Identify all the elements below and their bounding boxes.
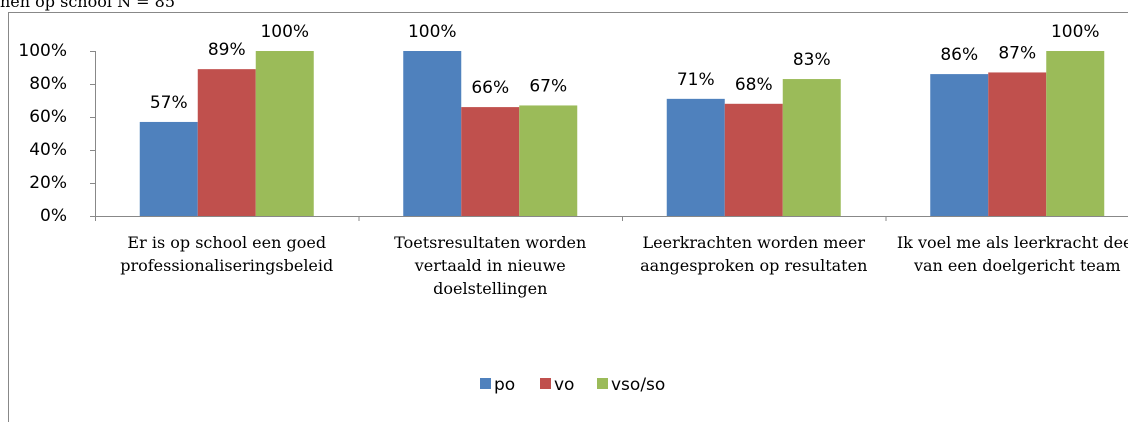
chart-title: nen op school N = 85	[0, 0, 176, 11]
bar	[197, 69, 256, 217]
x-tick-label: Er is op school een goed professionalise…	[120, 233, 334, 275]
value-label: 68%	[735, 75, 773, 95]
legend-label: vo	[554, 375, 574, 395]
legend-swatch	[480, 378, 491, 389]
value-label: 83%	[793, 50, 831, 70]
bar	[724, 103, 783, 216]
value-label: 67%	[529, 76, 567, 96]
y-tick-label: 100%	[18, 41, 67, 61]
value-label: 87%	[998, 43, 1036, 63]
legend-swatch	[540, 378, 551, 389]
bar	[519, 105, 578, 216]
bar	[1046, 51, 1105, 216]
legend-swatch	[597, 378, 608, 389]
y-tick-label: 60%	[29, 107, 67, 127]
bar	[782, 79, 841, 216]
value-label: 100%	[1051, 22, 1100, 42]
x-tick-label: Toetsresultaten worden vertaald in nieuw…	[394, 233, 587, 298]
value-label: 66%	[471, 78, 509, 98]
x-tick-label: Ik voel me als leerkracht deel van een d…	[896, 233, 1128, 275]
value-label: 100%	[408, 22, 457, 42]
value-label: 100%	[260, 22, 309, 42]
legend-label: po	[494, 375, 515, 395]
bar	[930, 74, 989, 216]
value-label: 86%	[940, 45, 978, 65]
bar	[255, 51, 314, 216]
value-label: 89%	[208, 40, 246, 60]
value-label: 57%	[150, 93, 188, 113]
x-tick-label: Leerkrachten worden meer aangesproken op…	[640, 233, 868, 275]
bar	[461, 107, 520, 216]
legend-label: vso/so	[611, 375, 665, 395]
y-tick-label: 0%	[40, 206, 67, 226]
bar	[988, 72, 1047, 216]
y-tick-label: 80%	[29, 74, 67, 94]
y-tick-label: 40%	[29, 140, 67, 160]
value-label: 71%	[677, 70, 715, 90]
bar	[666, 98, 725, 216]
bar	[139, 121, 198, 216]
bar	[403, 51, 462, 216]
y-tick-label: 20%	[29, 173, 67, 193]
